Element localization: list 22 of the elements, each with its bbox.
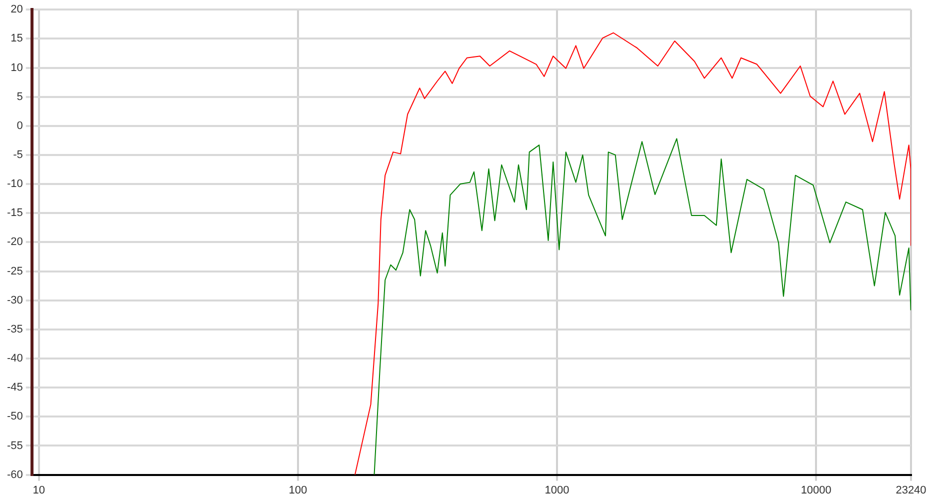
y-tick-label: 5 [16,90,23,103]
x-tick-label: 1000 [544,484,570,496]
y-tick-label: 10 [10,62,23,74]
y-tick-label: -20 [6,236,23,248]
y-tick-label: -30 [6,294,23,306]
x-tick-label: 23240 [896,484,926,496]
y-tick-label: -60 [6,468,23,481]
y-tick-label: 20 [10,4,23,16]
y-tick-label: 15 [10,32,23,45]
y-tick-label: 0 [16,120,23,132]
y-tick-label: -50 [6,410,23,423]
y-tick-label: -35 [6,323,23,336]
y-tick-label: -5 [13,149,23,162]
y-tick-label: -45 [6,382,23,394]
y-tick-label: -10 [6,178,23,190]
y-tick-label: -40 [6,352,23,365]
y-tick-label: -55 [6,440,23,452]
x-tick-label: 100 [288,484,308,496]
y-tick-label: -25 [6,265,23,278]
x-tick-label: 10000 [800,484,832,496]
x-tick-label: 10 [32,484,45,496]
y-tick-label: -15 [6,207,23,220]
